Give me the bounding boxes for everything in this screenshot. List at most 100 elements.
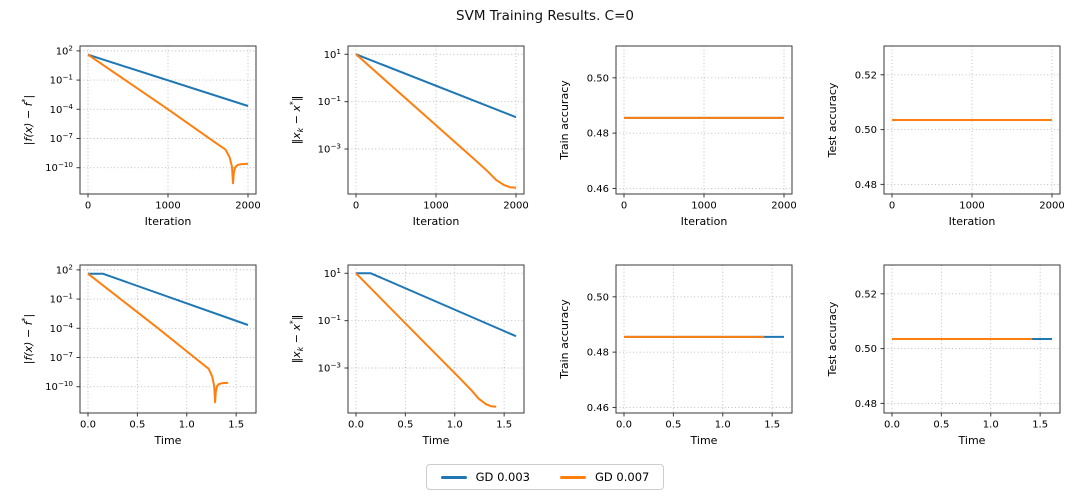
axes-spines <box>615 264 793 414</box>
tick-labels: 0 1000 2000 102 10−1 10−4 10−7 10−10 <box>45 43 261 211</box>
tick-labels: 0.0 0.5 1.0 1.5 0.46 0.48 0.50 <box>587 292 780 430</box>
x-axis-label: Iteration <box>145 215 192 228</box>
y-axis-label: Train accuracy <box>558 299 571 380</box>
x-axis-label: Time <box>690 434 718 447</box>
y-axis-label: |f(x) − f*| <box>21 95 36 145</box>
svg-text:0.46: 0.46 <box>587 403 609 414</box>
legend-entry-gd-0003: GD 0.003 <box>440 470 530 484</box>
svg-text:10−7: 10−7 <box>50 131 73 145</box>
tick-marks <box>612 77 785 198</box>
svg-text:0.48: 0.48 <box>587 348 609 359</box>
svg-text:1000: 1000 <box>691 201 716 212</box>
svg-text:0: 0 <box>621 201 627 212</box>
chart-train-accuracy-vs-time: 0.0 0.5 1.0 1.5 0.46 0.48 0.50 Time Train accura… <box>558 264 793 447</box>
svg-text:0.48: 0.48 <box>855 180 877 191</box>
gridlines <box>884 46 1060 194</box>
svg-text:0.48: 0.48 <box>587 129 609 140</box>
chart-test-accuracy-vs-iteration: 0 1000 2000 0.48 0.50 0.52 Iteration Test accur… <box>826 45 1065 228</box>
tick-labels: 0.0 0.5 1.0 1.5 0.48 0.50 0.52 <box>855 289 1048 430</box>
x-axis-label: Time <box>958 434 986 447</box>
x-axis-label: Time <box>154 434 182 447</box>
svg-text:0.50: 0.50 <box>855 344 877 355</box>
svg-text:1.5: 1.5 <box>496 420 512 431</box>
series-gd-0-007 <box>87 272 229 404</box>
svg-text:0.5: 0.5 <box>129 420 145 431</box>
svg-text:10−1: 10−1 <box>318 94 341 108</box>
subplot-fobj-vs-time: 0.0 0.5 1.0 1.5 102 10−1 10−4 10−7 10−10 Time |f(x… <box>14 249 282 462</box>
gridlines <box>884 265 1060 413</box>
svg-text:101: 101 <box>324 47 341 61</box>
tick-marks <box>76 269 237 417</box>
svg-text:2000: 2000 <box>771 201 796 212</box>
svg-text:0.0: 0.0 <box>348 420 364 431</box>
svg-text:1000: 1000 <box>423 201 448 212</box>
svg-text:102: 102 <box>56 43 73 57</box>
subplot-grid: 0 1000 2000 102 10−1 10−4 10−7 10−10 Iteration |f… <box>14 30 1090 462</box>
svg-text:0.52: 0.52 <box>855 289 877 300</box>
svg-text:1.0: 1.0 <box>179 420 195 431</box>
gridlines <box>348 46 524 194</box>
svg-text:1.0: 1.0 <box>447 420 463 431</box>
y-axis-label: Train accuracy <box>558 80 571 161</box>
svg-text:2000: 2000 <box>503 201 528 212</box>
svg-text:10−1: 10−1 <box>318 313 341 327</box>
svg-text:0.0: 0.0 <box>616 420 632 431</box>
tick-marks <box>880 74 1053 198</box>
x-axis-label: Iteration <box>681 215 728 228</box>
subplot-xdist-vs-time: 0.0 0.5 1.0 1.5 101 10−1 10−3 Time ‖xk − x*‖ <box>282 249 550 462</box>
svg-text:0.50: 0.50 <box>855 125 877 136</box>
tick-marks <box>612 296 773 417</box>
subplot-train-accuracy-vs-time: 0.0 0.5 1.0 1.5 0.46 0.48 0.50 Time Train accura… <box>550 249 818 462</box>
svg-text:2000: 2000 <box>1039 201 1064 212</box>
subplot-test-accuracy-vs-time: 0.0 0.5 1.0 1.5 0.48 0.50 0.52 Time Test accurac… <box>818 249 1086 462</box>
tick-labels: 0.0 0.5 1.0 1.5 101 10−1 10−3 <box>318 266 512 431</box>
tick-marks <box>344 53 517 198</box>
y-axis-label: Test accuracy <box>826 301 839 377</box>
svg-text:10−10: 10−10 <box>45 379 73 393</box>
axes-spines <box>79 264 257 414</box>
tick-marks <box>344 272 505 417</box>
x-axis-label: Time <box>422 434 450 447</box>
x-axis-label: Iteration <box>949 215 996 228</box>
svg-text:1.0: 1.0 <box>715 420 731 431</box>
legend-line-swatch-blue <box>440 475 467 479</box>
chart-fobj-vs-time: 0.0 0.5 1.0 1.5 102 10−1 10−4 10−7 10−10 Time |f(x… <box>21 262 257 447</box>
svg-text:1.0: 1.0 <box>983 420 999 431</box>
axes-spines <box>883 264 1061 414</box>
subplot-xdist-vs-iteration: 0 1000 2000 101 10−1 10−3 Iteration ‖xk − x*‖ <box>282 30 550 243</box>
chart-xdist-vs-iteration: 0 1000 2000 101 10−1 10−3 Iteration ‖xk − x*‖ <box>289 45 529 228</box>
svg-text:0: 0 <box>889 201 895 212</box>
svg-text:0: 0 <box>85 201 91 212</box>
svg-text:0.50: 0.50 <box>587 292 609 303</box>
svg-text:0.5: 0.5 <box>397 420 413 431</box>
svg-text:10−3: 10−3 <box>318 142 341 156</box>
subplot-fobj-vs-iteration: 0 1000 2000 102 10−1 10−4 10−7 10−10 Iteration |f… <box>14 30 282 243</box>
svg-text:0.50: 0.50 <box>587 73 609 84</box>
y-axis-label: |f(x) − f*| <box>21 314 36 364</box>
chart-fobj-vs-iteration: 0 1000 2000 102 10−1 10−4 10−7 10−10 Iteration |f… <box>21 43 261 228</box>
legend-entry-gd-0007: GD 0.007 <box>560 470 649 484</box>
tick-marks <box>76 50 249 198</box>
series-gd-0-007 <box>355 53 517 189</box>
svg-text:1000: 1000 <box>959 201 984 212</box>
gridlines <box>80 265 256 413</box>
svg-text:10−4: 10−4 <box>50 321 74 335</box>
axes-spines <box>347 264 525 414</box>
svg-text:10−4: 10−4 <box>50 102 74 116</box>
tick-labels: 0 1000 2000 0.48 0.50 0.52 <box>855 70 1065 211</box>
subplot-train-accuracy-vs-iteration: 0 1000 2000 0.46 0.48 0.50 Iteration Train accu… <box>550 30 818 243</box>
svg-text:0.0: 0.0 <box>80 420 96 431</box>
svg-text:1000: 1000 <box>155 201 180 212</box>
svg-text:10−1: 10−1 <box>50 292 73 306</box>
legend: GD 0.003 GD 0.007 <box>425 464 665 490</box>
series-gd-0-003 <box>356 272 517 338</box>
svg-text:1.5: 1.5 <box>1032 420 1048 431</box>
gridlines <box>616 265 792 413</box>
chart-train-accuracy-vs-iteration: 0 1000 2000 0.46 0.48 0.50 Iteration Train accu… <box>558 45 797 228</box>
figure-title: SVM Training Results. C=0 <box>456 8 634 24</box>
legend-label-gd-0007: GD 0.007 <box>595 470 650 484</box>
svg-text:10−1: 10−1 <box>50 73 73 87</box>
series-gd-0-007 <box>87 53 249 185</box>
svg-text:102: 102 <box>56 262 73 276</box>
x-axis-label: Iteration <box>413 215 460 228</box>
